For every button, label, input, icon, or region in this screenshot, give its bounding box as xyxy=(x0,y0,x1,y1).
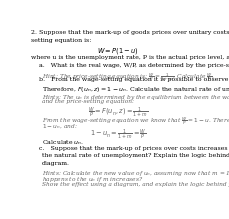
Text: Hint: The price-setting equation is: $\frac{W}{P} = \frac{1}{1+m}$. Calculate $\: Hint: The price-setting equation is: $\f… xyxy=(42,71,214,83)
Text: Hints: The $u_n$ is determined by the equilibrium between the wage-setting equat: Hints: The $u_n$ is determined by the eq… xyxy=(42,93,229,102)
Text: Hints: Calculate the new value of $u_n$, assuming now that m = 10% = 0.1. What: Hints: Calculate the new value of $u_n$,… xyxy=(42,169,229,178)
Text: setting equation is:: setting equation is: xyxy=(31,38,91,43)
Text: and the price-setting equation:: and the price-setting equation: xyxy=(42,99,134,104)
Text: From the wage-setting equation we know that $\frac{W}{P} = 1 - u$. Therefore, $F: From the wage-setting equation we know t… xyxy=(42,115,229,127)
Text: Calculate $u_n$.: Calculate $u_n$. xyxy=(42,138,84,147)
Text: $W = P(1 - u)$: $W = P(1 - u)$ xyxy=(97,46,138,55)
Text: $1 - u_n$, and:: $1 - u_n$, and: xyxy=(42,122,78,131)
Text: Show the effect using a diagram, and explain the logic behind your answer.: Show the effect using a diagram, and exp… xyxy=(42,182,229,187)
Text: where u is the unemployment rate, P is the actual price level, and W is the nomi: where u is the unemployment rate, P is t… xyxy=(31,55,229,60)
Text: happens to the $u_n$ if m increases?: happens to the $u_n$ if m increases? xyxy=(42,175,143,184)
Text: diagram.: diagram. xyxy=(42,161,70,166)
Text: $1 - u_n = \frac{1}{1+m} = \frac{W}{P}$: $1 - u_n = \frac{1}{1+m} = \frac{W}{P}$ xyxy=(89,128,146,142)
Text: a.   What is the real wage, W/P, as determined by the price-setting equation?: a. What is the real wage, W/P, as determ… xyxy=(38,63,229,68)
Text: Therefore, $F(u_n, z) = 1 - u_n$. Calculate the natural rate of unemployment $(u: Therefore, $F(u_n, z) = 1 - u_n$. Calcul… xyxy=(42,85,229,94)
Text: the natural rate of unemployment? Explain the logic behind your answer using a: the natural rate of unemployment? Explai… xyxy=(42,154,229,158)
Text: c.   Suppose that the mark-up of prices over costs increases to 10%. What happen: c. Suppose that the mark-up of prices ov… xyxy=(38,146,229,151)
Text: $\frac{W}{P} = F(u_n, z) = \frac{1}{1+m}$: $\frac{W}{P} = F(u_n, z) = \frac{1}{1+m}… xyxy=(87,106,147,120)
Text: b.   From the wage-setting equation it is possible to observe that W/P = 1 − u.: b. From the wage-setting equation it is … xyxy=(38,77,229,82)
Text: 2. Suppose that the mark-up of goods prices over unitary costs (m) is 3%, and th: 2. Suppose that the mark-up of goods pri… xyxy=(31,30,229,35)
